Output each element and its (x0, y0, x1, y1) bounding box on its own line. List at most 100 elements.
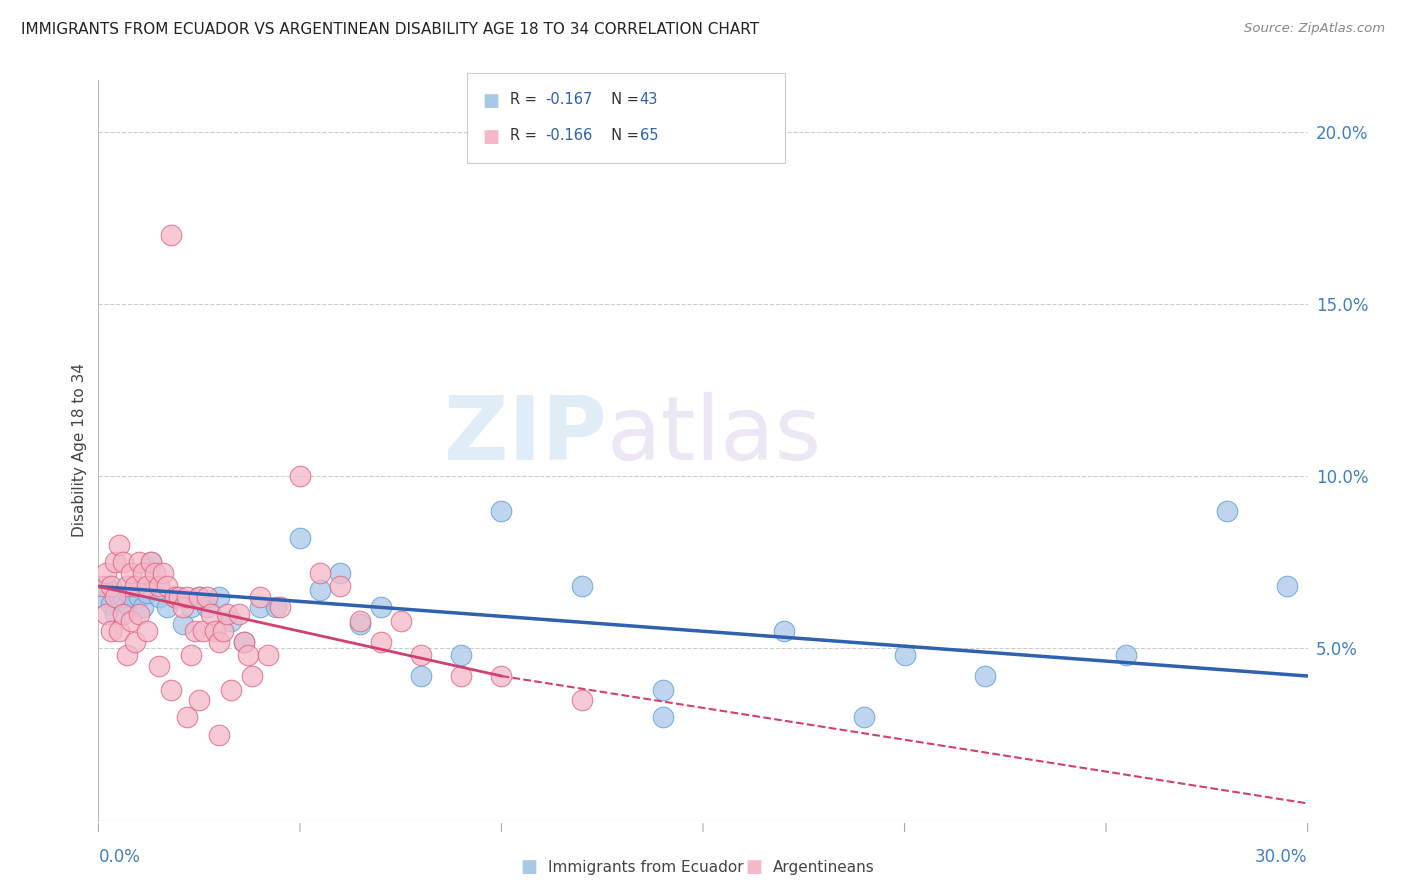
Point (188, 590, 211, 604)
Point (139, 555, 162, 569)
Point (349, 617, 371, 632)
Point (409, 669, 432, 683)
Point (103, 590, 125, 604)
Point (772, 624, 794, 639)
Text: Argentineans: Argentineans (773, 860, 875, 874)
Point (349, 614, 371, 628)
Point (128, 555, 150, 569)
Point (96, 579, 118, 593)
Point (115, 579, 138, 593)
Point (111, 607, 134, 621)
Point (232, 634, 254, 648)
Point (107, 538, 129, 552)
Point (184, 624, 207, 639)
Text: Immigrants from Ecuador: Immigrants from Ecuador (548, 860, 744, 874)
Point (309, 566, 332, 580)
Point (103, 607, 125, 621)
Point (152, 566, 174, 580)
Point (370, 600, 392, 615)
Point (651, 682, 673, 697)
Point (172, 600, 194, 615)
Point (450, 669, 472, 683)
Point (193, 624, 215, 639)
Point (264, 600, 287, 615)
Point (249, 590, 271, 604)
Point (148, 658, 170, 673)
Point (491, 504, 513, 518)
Point (156, 579, 179, 593)
Point (240, 669, 263, 683)
Point (228, 607, 250, 621)
Point (249, 600, 271, 615)
Point (208, 727, 231, 741)
Point (370, 634, 392, 648)
Text: R =: R = (510, 128, 541, 143)
Point (288, 469, 311, 483)
Point (309, 582, 332, 597)
Text: ■: ■ (745, 858, 762, 876)
Text: R =: R = (510, 92, 541, 107)
Point (172, 617, 194, 632)
Text: N =: N = (602, 128, 644, 143)
Point (115, 597, 138, 611)
Point (195, 590, 218, 604)
Point (143, 566, 166, 580)
Point (128, 607, 150, 621)
Point (132, 566, 155, 580)
Point (188, 590, 211, 604)
Point (111, 555, 134, 569)
Y-axis label: Disability Age 18 to 34: Disability Age 18 to 34 (72, 363, 87, 538)
Point (124, 634, 146, 648)
Point (329, 566, 352, 580)
Point (100, 579, 122, 593)
Point (180, 600, 202, 615)
Text: IMMIGRANTS FROM ECUADOR VS ARGENTINEAN DISABILITY AGE 18 TO 34 CORRELATION CHART: IMMIGRANTS FROM ECUADOR VS ARGENTINEAN D… (21, 22, 759, 37)
Point (329, 579, 352, 593)
Point (124, 579, 146, 593)
Point (107, 590, 129, 604)
Point (217, 607, 239, 621)
Point (208, 590, 231, 604)
Point (132, 600, 155, 615)
Point (139, 555, 162, 569)
Text: 43: 43 (640, 92, 658, 107)
Point (156, 600, 179, 615)
Point (974, 669, 997, 683)
Point (195, 600, 218, 615)
Point (148, 579, 170, 593)
Text: N =: N = (602, 92, 644, 107)
Text: ■: ■ (482, 92, 499, 110)
Text: atlas: atlas (606, 392, 821, 479)
Point (236, 648, 259, 663)
Text: ZIP: ZIP (443, 392, 606, 479)
Point (135, 586, 157, 600)
Point (204, 624, 226, 639)
Point (450, 648, 472, 663)
Point (1115, 648, 1137, 663)
Point (160, 228, 183, 243)
Point (167, 590, 190, 604)
Point (491, 669, 513, 683)
Point (221, 682, 243, 697)
Text: -0.166: -0.166 (546, 128, 593, 143)
Point (107, 624, 129, 639)
Point (180, 648, 202, 663)
Point (651, 710, 673, 724)
Point (135, 624, 157, 639)
Point (100, 597, 122, 611)
Point (96, 566, 118, 580)
Text: 65: 65 (640, 128, 658, 143)
Point (120, 590, 142, 604)
Text: ■: ■ (482, 128, 499, 145)
Point (96, 607, 118, 621)
Point (91, 579, 114, 593)
Point (120, 566, 142, 580)
Point (163, 590, 186, 604)
Point (160, 682, 183, 697)
Point (288, 531, 311, 545)
Point (100, 624, 122, 639)
Point (120, 614, 142, 628)
Text: Source: ZipAtlas.com: Source: ZipAtlas.com (1244, 22, 1385, 36)
Point (176, 590, 198, 604)
Text: 0.0%: 0.0% (98, 848, 141, 866)
